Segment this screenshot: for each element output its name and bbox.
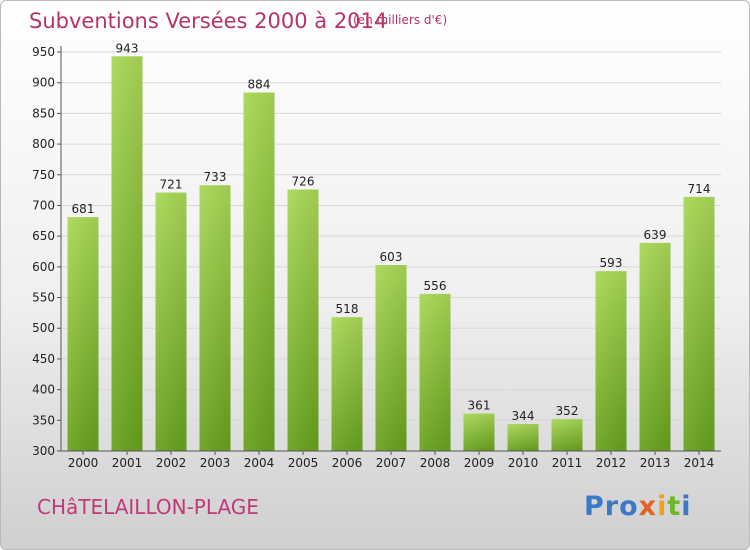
x-tick-label: 2009: [464, 456, 495, 470]
bar-shade: [551, 419, 583, 451]
x-tick-label: 2011: [552, 456, 583, 470]
y-tick-label: 300: [32, 444, 55, 458]
data-label: 639: [644, 228, 667, 242]
chart-title: Subventions Versées 2000 à 2014: [29, 9, 388, 33]
proxiti-logo: Proxiti: [584, 491, 692, 522]
bar-shade: [375, 265, 407, 451]
data-label: 593: [600, 256, 623, 270]
town-name: CHâTELAILLON-PLAGE: [37, 495, 259, 519]
x-tick-label: 2012: [596, 456, 627, 470]
y-tick-label: 850: [32, 106, 55, 120]
x-tick-label: 2002: [156, 456, 187, 470]
x-tick-label: 2001: [112, 456, 143, 470]
y-tick-label: 900: [32, 76, 55, 90]
data-label: 726: [292, 175, 315, 189]
data-label: 556: [424, 279, 447, 293]
y-tick-label: 500: [32, 321, 55, 335]
x-tick-label: 2014: [684, 456, 715, 470]
y-tick-label: 650: [32, 229, 55, 243]
data-label: 721: [160, 178, 183, 192]
bar-shade: [243, 92, 275, 451]
y-tick-label: 600: [32, 260, 55, 274]
x-tick-label: 2008: [420, 456, 451, 470]
x-tick-label: 2013: [640, 456, 671, 470]
y-tick-label: 800: [32, 137, 55, 151]
y-tick-label: 400: [32, 383, 55, 397]
data-label: 352: [556, 404, 579, 418]
logo-part: x: [638, 491, 658, 522]
data-label: 681: [72, 202, 95, 216]
x-tick-label: 2004: [244, 456, 275, 470]
bar-shade: [419, 293, 451, 451]
bar-shade: [639, 242, 671, 451]
x-tick-label: 2010: [508, 456, 539, 470]
data-label: 884: [248, 78, 271, 92]
logo-part: i: [657, 491, 668, 522]
bar-shade: [595, 271, 627, 451]
data-label: 943: [116, 41, 139, 55]
logo-part: Pro: [584, 491, 639, 522]
bar-shade: [111, 56, 143, 451]
y-tick-label: 350: [32, 413, 55, 427]
x-tick-label: 2007: [376, 456, 407, 470]
data-label: 518: [336, 302, 359, 316]
bar-shade: [155, 192, 187, 451]
x-tick-label: 2003: [200, 456, 231, 470]
bar-shade: [287, 189, 319, 452]
y-tick-label: 750: [32, 168, 55, 182]
bar-shade: [507, 423, 539, 451]
bar-shade: [463, 413, 495, 451]
bars-layer: 681 943 721 733 884 726 518 603 556 361 344 352 593 6…: [67, 41, 715, 452]
bar-shade: [67, 217, 99, 451]
data-label: 714: [688, 182, 711, 196]
data-label: 733: [204, 170, 227, 184]
chart-unit: (en milliers d'€): [353, 13, 448, 27]
data-label: 361: [468, 399, 491, 413]
y-tick-label: 450: [32, 352, 55, 366]
logo-part: i: [681, 491, 692, 522]
bar-shade: [331, 317, 363, 451]
logo-part: t: [667, 491, 682, 522]
data-label: 603: [380, 250, 403, 264]
axis-layer: 300 350 400 450 500 550 600 650 700 750 800 850 900 9…: [32, 45, 721, 470]
bar-shade: [199, 185, 231, 451]
y-tick-label: 700: [32, 198, 55, 212]
data-label: 344: [512, 409, 535, 423]
x-tick-label: 2006: [332, 456, 363, 470]
bar-shade: [683, 196, 715, 451]
x-tick-label: 2005: [288, 456, 319, 470]
y-tick-label: 950: [32, 45, 55, 59]
y-tick-label: 550: [32, 291, 55, 305]
x-tick-label: 2000: [68, 456, 99, 470]
